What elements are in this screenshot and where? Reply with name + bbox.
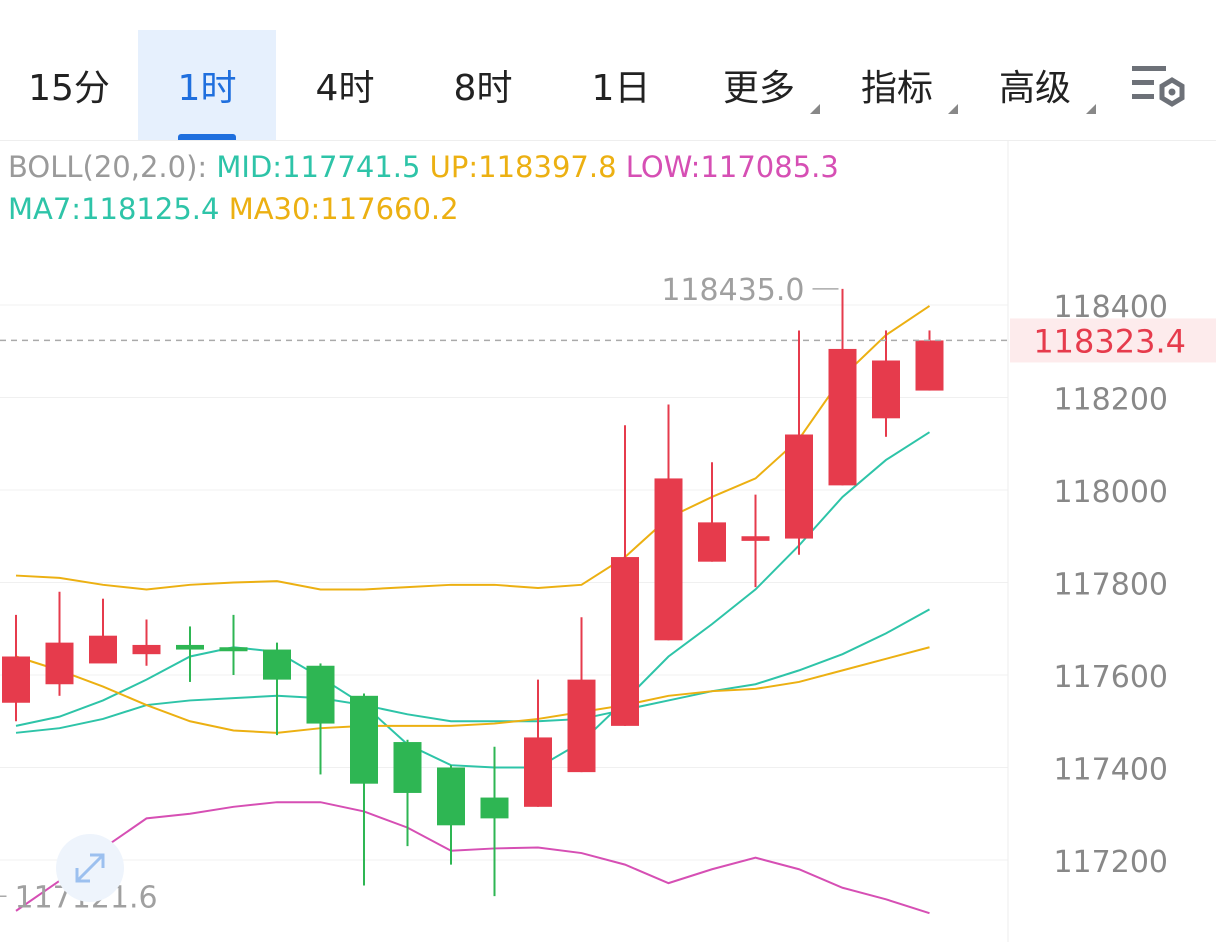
tab-7[interactable]: 高级: [966, 30, 1104, 140]
tab-label: 1时: [177, 68, 237, 109]
current-price-tag-bg: [1010, 318, 1216, 363]
candle-body: [828, 348, 857, 486]
tab-label: 更多: [722, 68, 795, 109]
series-line-ma7: [15, 431, 931, 769]
expand-arrows-icon: [75, 853, 105, 883]
candle-body: [872, 360, 900, 419]
candle-body: [480, 797, 509, 819]
boll-mid-value: MID:117741.5: [216, 150, 421, 184]
dropdown-caret-icon: [1086, 104, 1096, 114]
ma7-value: MA7:118125.4: [8, 192, 220, 226]
dropdown-caret-icon: [810, 104, 820, 114]
chart-settings-button[interactable]: [1126, 62, 1188, 112]
candle-body: [741, 536, 770, 541]
y-tick-label: 117400: [1053, 753, 1168, 788]
series-line-ma30: [15, 646, 930, 734]
y-tick-label: 117600: [1053, 660, 1168, 695]
candle-body: [654, 478, 683, 641]
tab-5[interactable]: 更多: [690, 30, 828, 140]
series-line-up: [15, 305, 931, 591]
y-tick-label: 117800: [1053, 568, 1168, 603]
y-tick-label: 118200: [1053, 383, 1168, 418]
boll-low-value: LOW:117085.3: [625, 150, 839, 184]
tab-3[interactable]: 8时: [414, 30, 552, 140]
candle-body: [132, 644, 161, 655]
tab-4[interactable]: 1日: [552, 30, 690, 140]
max-price-label: 118435.0: [661, 273, 804, 308]
candle-body: [263, 649, 291, 680]
candle-body: [306, 665, 335, 724]
tab-label: 1日: [591, 68, 651, 109]
series-line-low: [15, 801, 930, 915]
candle-body: [350, 695, 378, 784]
tab-label: 高级: [998, 68, 1071, 109]
timeframe-tab-bar: 15分 1时 4时 8时 1日 更多 指标 高级: [0, 0, 1216, 140]
tab-2[interactable]: 4时: [276, 30, 414, 140]
boll-legend-row: BOLL(20,2.0): MID:117741.5 UP:118397.8 L…: [8, 146, 839, 188]
tab-label: 指标: [860, 68, 933, 109]
series-line-mid: [15, 608, 930, 734]
candle-body: [915, 340, 944, 391]
candle-body: [176, 644, 204, 650]
active-tab-indicator: [178, 134, 236, 140]
ma30-value: MA30:117660.2: [228, 192, 459, 226]
tab-label: 4时: [315, 68, 375, 109]
dropdown-caret-icon: [948, 104, 958, 114]
candle-body: [611, 557, 639, 726]
tab-label: 15分: [28, 68, 110, 109]
boll-up-value: UP:118397.8: [429, 150, 617, 184]
candle-body: [2, 656, 30, 703]
candle-body: [219, 647, 248, 652]
expand-chart-button[interactable]: [56, 834, 124, 902]
candle-body: [45, 642, 74, 685]
y-tick-label: 118000: [1053, 475, 1168, 510]
y-tick-label: 117200: [1053, 845, 1168, 880]
ma-legend-row: MA7:118125.4 MA30:117660.2: [8, 188, 839, 230]
current-price-label: 118323.4: [1033, 322, 1186, 360]
tab-1[interactable]: 1时: [138, 30, 276, 140]
candle-body: [785, 434, 813, 539]
candle-body: [698, 522, 726, 562]
tab-divider: [0, 140, 1216, 141]
tab-0[interactable]: 15分: [0, 30, 138, 140]
candle-body: [393, 742, 422, 793]
boll-label: BOLL(20,2.0):: [8, 150, 217, 184]
candle-body: [524, 737, 552, 807]
candle-body: [567, 679, 596, 773]
candle-body: [437, 767, 465, 826]
indicator-legend: BOLL(20,2.0): MID:117741.5 UP:118397.8 L…: [8, 146, 839, 230]
candle-body: [89, 635, 117, 664]
tab-6[interactable]: 指标: [828, 30, 966, 140]
tab-label: 8时: [453, 68, 513, 109]
chart-settings-icon: [1132, 66, 1185, 107]
